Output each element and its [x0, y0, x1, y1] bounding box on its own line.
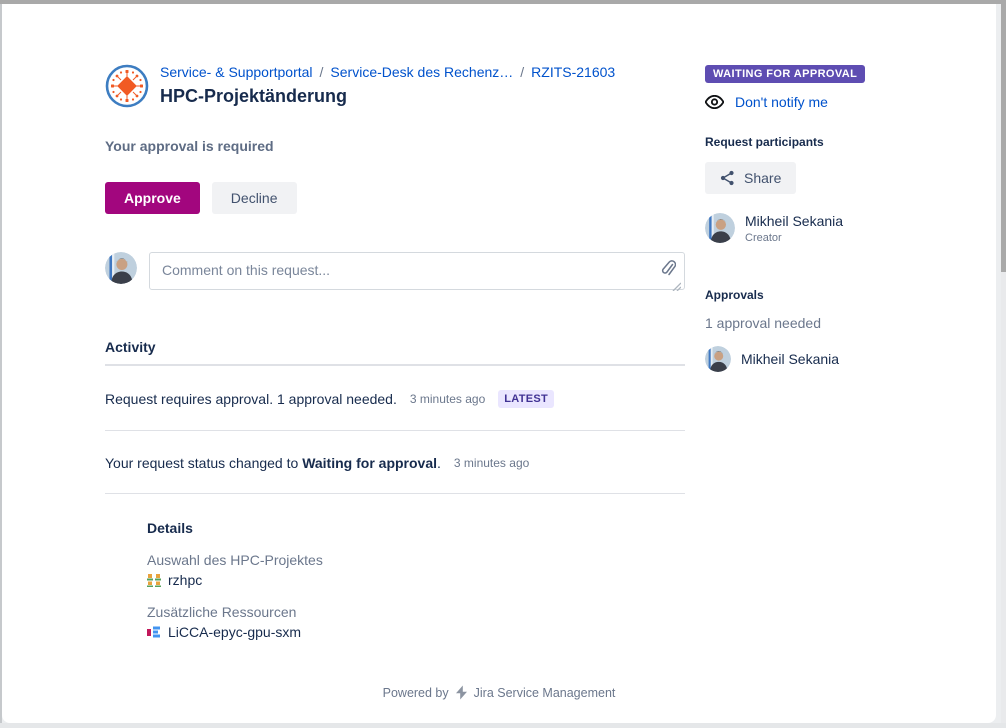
activity-text: Request requires approval. 1 approval ne… [105, 391, 397, 407]
project-hierarchy-icon [147, 573, 161, 587]
current-user-avatar [105, 252, 137, 284]
paperclip-icon[interactable] [661, 260, 676, 277]
details-heading: Details [147, 520, 193, 536]
header-text: Service- & Supportportal / Service-Desk … [160, 64, 615, 107]
breadcrumb-separator: / [520, 64, 525, 80]
portal-page: Service- & Supportportal / Service-Desk … [2, 4, 996, 723]
participant-row: Mikheil Sekania Creator [705, 213, 965, 244]
jira-logo-icon [455, 685, 467, 700]
window-border-top [0, 0, 1006, 4]
participant-info: Mikheil Sekania Creator [745, 213, 843, 244]
breadcrumb: Service- & Supportportal / Service-Desk … [160, 64, 615, 80]
page-title: HPC-Projektänderung [160, 86, 348, 106]
field-value: LiCCA-epyc-gpu-sxm [147, 624, 685, 640]
resource-chart-icon [147, 626, 160, 637]
activity-item: Request requires approval. 1 approval ne… [105, 366, 685, 431]
approver-row: Mikheil Sekania [705, 346, 965, 372]
decline-button[interactable]: Decline [211, 182, 297, 214]
breadcrumb-link-servicedesk[interactable]: Service-Desk des Rechenz… [330, 64, 514, 80]
scrollbar-track[interactable] [1001, 4, 1006, 723]
approval-required-text: Your approval is required [105, 138, 274, 154]
field-label: Auswahl des HPC-Projektes [147, 552, 323, 568]
resize-handle-icon[interactable] [672, 282, 681, 291]
approver-avatar [705, 346, 731, 372]
details-section: Details Auswahl des HPC-Projektes rzhpc [147, 520, 685, 640]
approvals-needed-text: 1 approval needed [705, 315, 821, 331]
activity-item: Your request status changed to Waiting f… [105, 431, 685, 494]
latest-badge: LATEST [498, 390, 555, 408]
request-participants-heading: Request participants [705, 135, 824, 149]
status-lozenge: WAITING FOR APPROVAL [705, 65, 866, 83]
activity-text: Your request status changed to Waiting f… [105, 455, 441, 471]
window-border-left [0, 4, 2, 723]
dont-notify-link[interactable]: Don't notify me [735, 94, 828, 110]
activity-heading: Activity [105, 339, 685, 366]
approvals-heading: Approvals [705, 288, 764, 302]
activity-timestamp: 3 minutes ago [453, 456, 530, 470]
breadcrumb-separator: / [319, 64, 324, 80]
participant-avatar [705, 213, 735, 243]
scrollbar-thumb[interactable] [1001, 4, 1006, 272]
eye-icon[interactable] [705, 95, 724, 109]
share-icon [720, 170, 734, 186]
portal-logo [105, 64, 149, 108]
participant-name: Mikheil Sekania [745, 213, 844, 229]
approve-button[interactable]: Approve [105, 182, 200, 214]
window-border-bottom [0, 723, 1006, 728]
approval-actions: Approve Decline [105, 182, 685, 214]
comment-input[interactable] [149, 252, 685, 290]
breadcrumb-link-issue[interactable]: RZITS-21603 [531, 64, 616, 80]
breadcrumb-link-portal[interactable]: Service- & Supportportal [160, 64, 313, 80]
powered-by-text: Powered by [382, 685, 449, 700]
notify-toggle[interactable]: Don't notify me [705, 94, 965, 110]
share-button[interactable]: Share [705, 162, 797, 194]
content-area: Service- & Supportportal / Service-Desk … [105, 64, 965, 640]
approver-name: Mikheil Sekania [741, 351, 840, 367]
status-change-value: Waiting for approval [302, 455, 438, 471]
request-header: Service- & Supportportal / Service-Desk … [105, 64, 685, 108]
main-column: Service- & Supportportal / Service-Desk … [105, 64, 685, 640]
comment-section [105, 252, 685, 295]
field-value: rzhpc [147, 572, 685, 588]
field-label: Zusätzliche Ressourcen [147, 604, 297, 620]
product-name-text: Jira Service Management [473, 685, 616, 700]
sidebar: WAITING FOR APPROVAL Don't notify me Req… [705, 64, 965, 372]
footer: Powered by Jira Service Management [2, 685, 996, 700]
comment-box [149, 252, 685, 295]
participant-role: Creator [745, 232, 782, 244]
activity-timestamp: 3 minutes ago [409, 392, 486, 406]
